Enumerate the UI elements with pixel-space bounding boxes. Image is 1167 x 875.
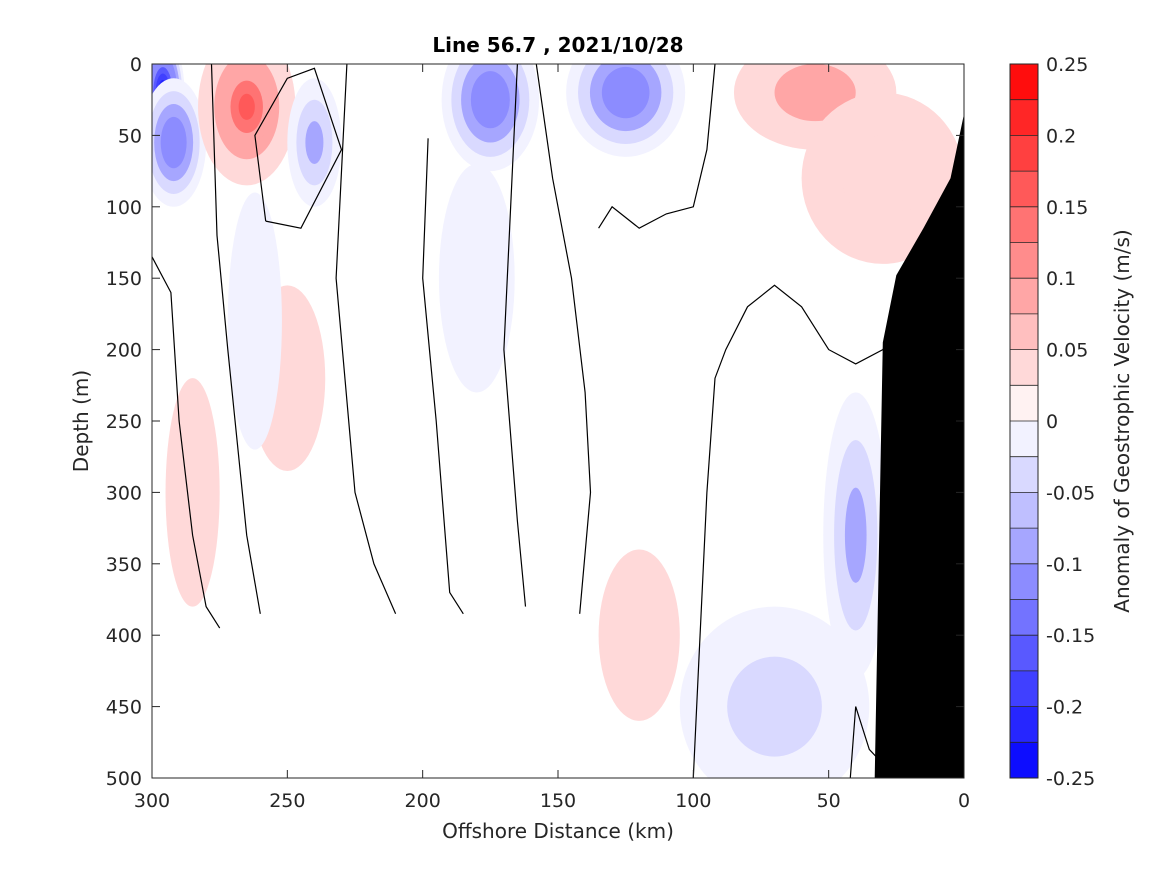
zero-contours [152,64,952,778]
colorbar-tick-label-7: -0.1 [1046,554,1083,576]
anomaly-blob-7-level-4 [794,78,836,107]
chart-title: Line 56.7 , 2021/10/28 [432,33,683,57]
zero-contour-5 [503,64,527,607]
anomaly-blob-4-level-5 [480,85,501,114]
zero-contour-4 [422,138,464,615]
colorbar-swatch-2 [1010,135,1038,172]
colorbar-tick-label-6: -0.05 [1046,482,1095,504]
anomaly-blob-5-level-1 [438,163,515,393]
y-tick-label-3: 150 [106,268,142,290]
colorbar-tick-label-4: 0.05 [1046,340,1088,362]
anomaly-blob-1-level-5 [167,129,181,156]
colorbar-swatch-12 [1010,492,1038,529]
colorbar-tick-label-2: 0.15 [1046,197,1088,219]
y-tick-label-2: 100 [106,197,142,219]
anomaly-blob-13-level-2 [727,656,822,757]
colorbar-tick-label-9: -0.2 [1046,697,1083,719]
anomaly-blob-14-level-1 [227,192,282,450]
x-axis: 300 250 200 150 100 50 0 [134,64,970,812]
anomaly-blob-2-level-6 [238,93,255,120]
y-tick-label-1: 50 [118,125,142,147]
colorbar-swatch-6 [1010,278,1038,314]
colorbar-swatch-0 [1010,64,1038,100]
colorbar-tick-label-5: 0 [1046,411,1058,433]
x-tick-label-3: 150 [540,790,576,812]
colorbar-swatch-15 [1010,599,1038,636]
colorbar-swatch-13 [1010,528,1038,564]
colorbar-tick-label-8: -0.15 [1046,625,1095,647]
y-tick-label-9: 450 [106,697,142,719]
x-tick-label-1: 250 [269,790,305,812]
anomaly-blob-6-level-5 [613,79,638,106]
anomaly-blob-8-level-2 [842,135,924,222]
y-tick-label-0: 0 [130,54,142,76]
colorbar-swatch-18 [1010,706,1038,743]
x-axis-label: Offshore Distance (km) [442,819,674,843]
seafloor-mask [874,113,964,778]
x-tick-label-4: 100 [675,790,711,812]
colorbar-swatch-16 [1010,635,1038,671]
zero-contour-8 [598,64,716,229]
colorbar-frame [1009,63,1039,779]
colorbar-swatch-5 [1010,242,1038,279]
colorbar-swatch-10 [1010,421,1038,457]
zero-contour-0 [152,256,221,629]
x-tick-label-0: 300 [134,790,170,812]
colorbar-tick-label-3: 0.1 [1046,268,1076,290]
colorbar-swatch-14 [1010,563,1038,600]
colorbar-swatch-3 [1010,171,1038,207]
zero-contour-6 [535,64,592,614]
anomaly-blob-10-level-1 [165,378,220,607]
colorbar-swatch-17 [1010,670,1038,707]
colorbar-tick-label-0: 0.25 [1046,54,1088,76]
colorbar-swatch-11 [1010,456,1038,493]
colorbar-swatch-7 [1010,313,1038,350]
colorbar-swatch-4 [1010,206,1038,243]
y-tick-label-6: 300 [106,482,142,504]
anomaly-blob-12-level-3 [844,487,867,583]
zero-contour-1 [210,64,261,614]
y-tick-label-4: 200 [106,340,142,362]
colorbar: 0.25 0.2 0.15 0.1 0.05 0 -0.05 -0.1 -0.15 -0.2 -0.… [1009,54,1095,790]
colorbar-swatch-8 [1010,349,1038,386]
colorbar-swatch-9 [1010,385,1038,421]
y-axis: 0 50 100 150 200 250 300 350 400 450 500 [106,54,964,790]
colorbar-swatch-19 [1010,742,1038,778]
y-tick-label-5: 250 [106,411,142,433]
bathymetry [874,113,964,778]
x-tick-label-2: 200 [405,790,441,812]
zero-contour-2 [254,67,343,229]
x-tick-label-6: 0 [958,790,970,812]
y-axis-label: Depth (m) [69,370,93,472]
y-tick-label-10: 500 [106,768,142,790]
anomaly-blob-11-level-1 [598,549,680,721]
colorbar-tick-label-10: -0.25 [1046,768,1095,790]
x-tick-label-5: 50 [817,790,841,812]
colorbar-tick-label-1: 0.2 [1046,125,1076,147]
colorbar-label: Anomaly of Geostrophic Velocity (m/s) [1110,229,1134,612]
y-tick-label-7: 350 [106,554,142,576]
zero-contour-3 [335,64,397,615]
y-tick-label-8: 400 [106,625,142,647]
colorbar-swatch-1 [1010,99,1038,136]
anomaly-blob-3-level-3 [305,121,324,164]
